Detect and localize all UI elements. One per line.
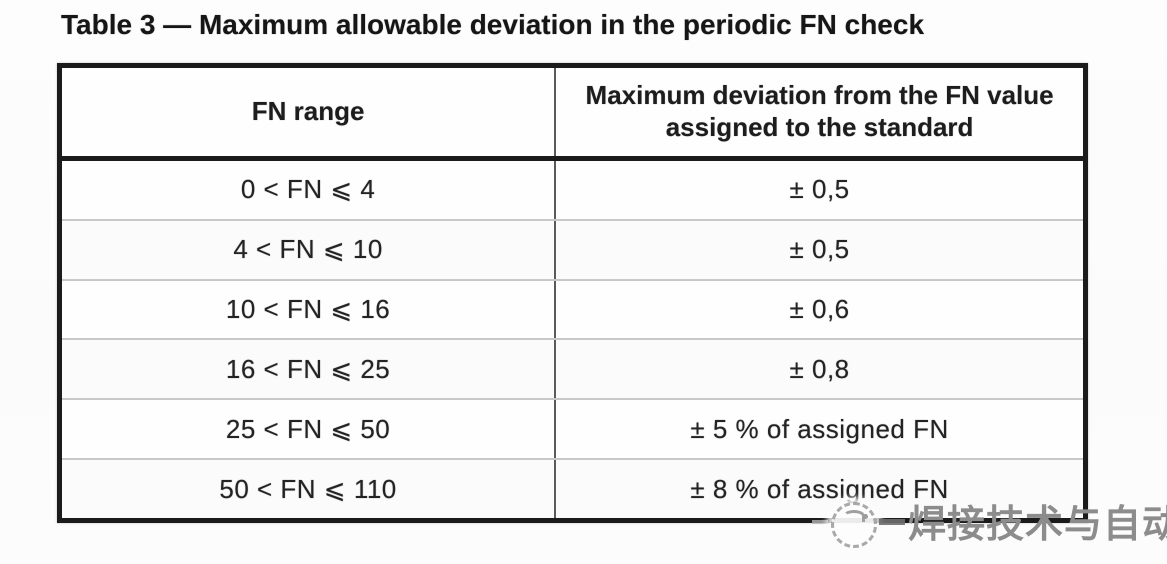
dashed-circle-logo-icon — [831, 502, 877, 548]
table-row: 25 < FN ⩽ 50 ± 5 % of assigned FN — [62, 400, 1083, 461]
fn-range-cell: 10 < FN ⩽ 16 — [62, 280, 557, 339]
table-row: 10 < FN ⩽ 16 ± 0,6 — [62, 280, 1083, 341]
fn-deviation-table: FN range Maximum deviation from the FN v… — [57, 63, 1088, 523]
table-row: 4 < FN ⩽ 10 ± 0,5 — [62, 220, 1083, 281]
column-header-fn-range: FN range — [62, 68, 557, 156]
column-header-max-deviation: Maximum deviation from the FN value assi… — [585, 80, 1054, 142]
table-header-row: FN range Maximum deviation from the FN v… — [62, 68, 1083, 161]
table-row: 50 < FN ⩽ 110 ± 8 % of assigned FN — [62, 460, 1083, 518]
deviation-cell: ± 5 % of assigned FN — [690, 413, 949, 444]
fn-range-cell: 25 < FN ⩽ 50 — [62, 400, 557, 459]
table-title: Table 3 — Maximum allowable deviation in… — [61, 9, 925, 40]
deviation-cell: ± 0,5 — [789, 234, 850, 265]
deviation-cell: ± 0,8 — [789, 353, 850, 384]
table-row: 16 < FN ⩽ 25 ± 0,8 — [62, 340, 1083, 401]
deviation-cell: ± 0,5 — [789, 174, 850, 205]
watermark-dash-icon — [879, 519, 905, 525]
fn-range-cell: 50 < FN ⩽ 110 — [62, 460, 557, 518]
deviation-cell: ± 8 % of assigned FN — [690, 473, 949, 504]
fn-range-cell: 16 < FN ⩽ 25 — [62, 340, 557, 399]
fn-range-cell: 4 < FN ⩽ 10 — [62, 220, 557, 279]
deviation-cell: ± 0,6 — [789, 294, 850, 325]
fn-range-cell: 0 < FN ⩽ 4 — [62, 161, 557, 219]
watermark: 焊接技术与自动化 — [812, 496, 1167, 548]
table-row: 0 < FN ⩽ 4 ± 0,5 — [62, 161, 1083, 221]
watermark-text: 焊接技术与自动化 — [908, 502, 1167, 546]
watermark-dash-icon — [812, 520, 828, 524]
